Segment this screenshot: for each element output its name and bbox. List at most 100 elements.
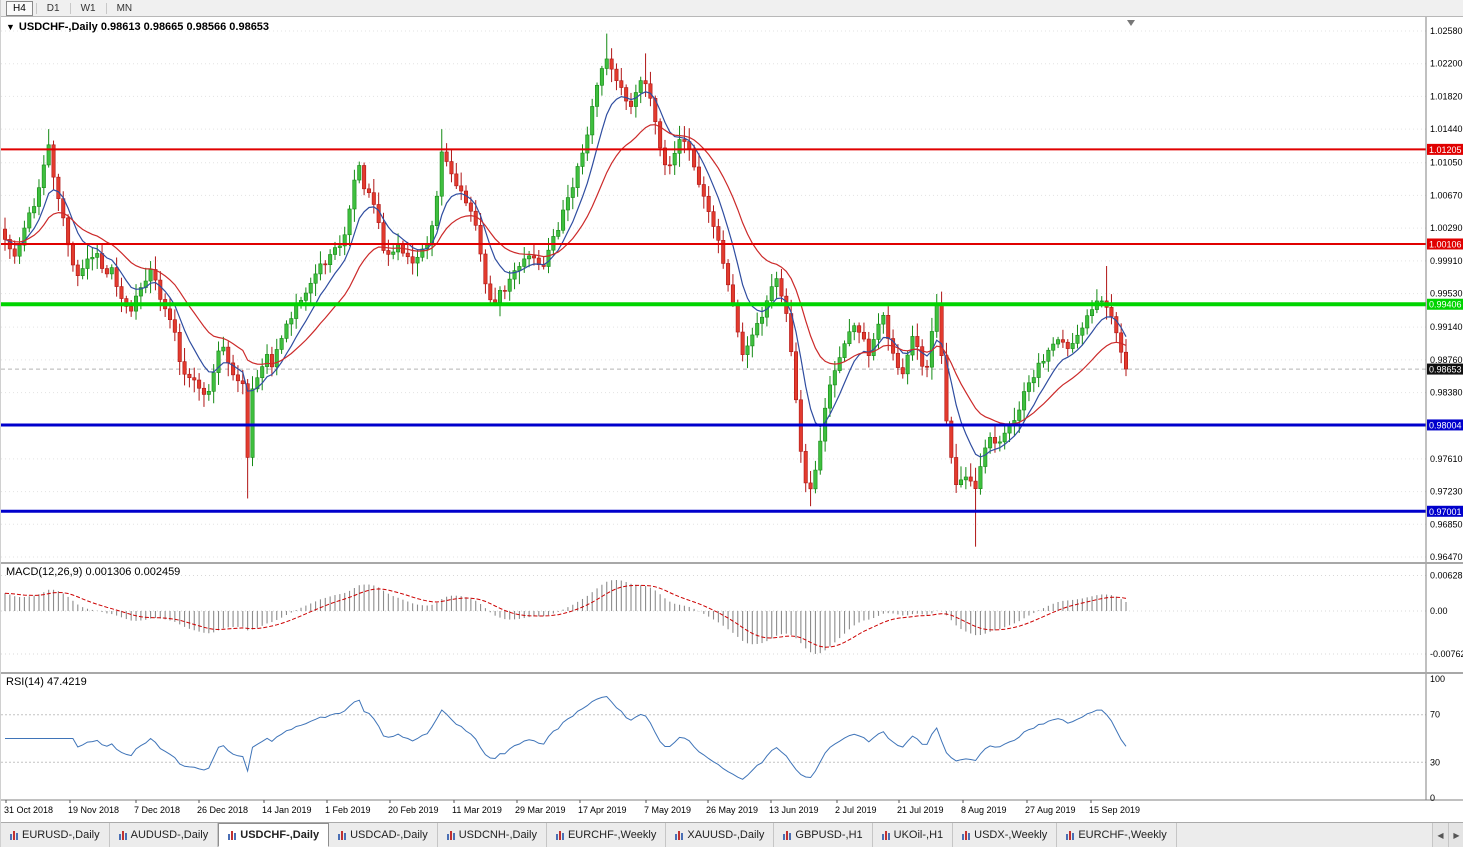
svg-text:0.96470: 0.96470 — [1430, 552, 1463, 562]
chart-tab-usdchf-daily[interactable]: USDCHF-,Daily — [218, 823, 330, 847]
chart-icon — [783, 830, 792, 840]
svg-text:1.02580: 1.02580 — [1430, 26, 1463, 36]
timeframe-button-h4[interactable]: H4 — [6, 0, 33, 16]
chart-icon — [881, 830, 890, 840]
svg-text:1.00670: 1.00670 — [1430, 190, 1463, 200]
svg-text:27 Aug 2019: 27 Aug 2019 — [1025, 805, 1076, 815]
chart-icon — [555, 830, 564, 840]
svg-text:0.006286: 0.006286 — [1430, 570, 1463, 580]
svg-text:1.01440: 1.01440 — [1430, 124, 1463, 134]
svg-text:0.00: 0.00 — [1430, 606, 1448, 616]
chart-tab-audusd-daily[interactable]: AUDUSD-,Daily — [109, 823, 219, 847]
toolbar-separator — [105, 2, 107, 14]
rsi-value: 47.4219 — [46, 676, 87, 688]
chart-tab-ukoil-h1[interactable]: UKOil-,H1 — [872, 823, 954, 847]
svg-text:29 Mar 2019: 29 Mar 2019 — [515, 805, 566, 815]
panel-divider-rsi[interactable] — [1, 672, 1463, 674]
timeframe-button-d1[interactable]: D1 — [46, 2, 60, 14]
rsi-indicator-label: RSI(14) 47.4219 — [6, 676, 87, 688]
svg-text:17 Apr 2019: 17 Apr 2019 — [578, 805, 627, 815]
svg-text:26 May 2019: 26 May 2019 — [706, 805, 758, 815]
chart-tab-eurusd-daily[interactable]: EURUSD-,Daily — [1, 823, 110, 847]
chart-tab-usdcad-daily[interactable]: USDCAD-,Daily — [329, 823, 438, 847]
chart-tab-label: XAUUSD-,Daily — [687, 829, 765, 841]
svg-text:7 Dec 2018: 7 Dec 2018 — [134, 805, 180, 815]
chart-tab-bar: EURUSD-,Daily AUDUSD-,Daily USDCHF-,Daily U… — [1, 822, 1463, 847]
svg-text:0: 0 — [1430, 793, 1435, 803]
chart-icon — [118, 830, 127, 840]
timeframe-button-mn[interactable]: MN — [116, 2, 133, 14]
svg-text:1.01205: 1.01205 — [1429, 145, 1462, 155]
chart-tab-usdx-weekly[interactable]: USDX-,Weekly — [953, 823, 1058, 847]
svg-text:0.99140: 0.99140 — [1430, 322, 1463, 332]
svg-text:31 Oct 2018: 31 Oct 2018 — [4, 805, 53, 815]
svg-text:1.00290: 1.00290 — [1430, 223, 1463, 233]
svg-text:14 Jan 2019: 14 Jan 2019 — [262, 805, 312, 815]
timeframe-button-w1[interactable]: W1 — [80, 2, 96, 14]
chart-icon — [1066, 830, 1075, 840]
svg-text:19 Nov 2018: 19 Nov 2018 — [68, 805, 119, 815]
chart-tab-label: AUDUSD-,Daily — [130, 829, 209, 841]
svg-text:20 Feb 2019: 20 Feb 2019 — [388, 805, 439, 815]
svg-text:0.96850: 0.96850 — [1430, 519, 1463, 529]
chart-tab-eurchf-weekly[interactable]: EURCHF-,Weekly — [546, 823, 667, 847]
svg-text:0.99530: 0.99530 — [1430, 289, 1463, 299]
svg-text:-0.00762: -0.00762 — [1430, 649, 1463, 659]
chart-tab-gbpusd-h1[interactable]: GBPUSD-,H1 — [774, 823, 873, 847]
toolbar-separator — [35, 2, 37, 14]
svg-text:0.99406: 0.99406 — [1429, 300, 1462, 310]
chart-title: USDCHF-,Daily — [18, 21, 98, 33]
tab-scroll-right-button[interactable]: ▶ — [1448, 823, 1463, 847]
svg-text:11 Mar 2019: 11 Mar 2019 — [452, 805, 502, 815]
svg-text:0.97001: 0.97001 — [1429, 507, 1462, 517]
chart-tab-label: EURCHF-,Weekly — [1078, 829, 1167, 841]
svg-text:8 Aug 2019: 8 Aug 2019 — [961, 805, 1007, 815]
chart-tab-usdcnh-daily[interactable]: USDCNH-,Daily — [437, 823, 547, 847]
tab-scroll-left-button[interactable]: ◀ — [1432, 823, 1448, 847]
chart-tab-label: EURUSD-,Daily — [22, 829, 100, 841]
svg-text:26 Dec 2018: 26 Dec 2018 — [197, 805, 248, 815]
svg-text:0.98653: 0.98653 — [1429, 365, 1462, 375]
svg-text:1.02200: 1.02200 — [1430, 59, 1463, 69]
panel-divider-macd[interactable] — [1, 562, 1463, 564]
rsi-name: RSI(14) — [6, 676, 44, 688]
svg-text:0.97610: 0.97610 — [1430, 454, 1463, 464]
toolbar-separator — [69, 2, 71, 14]
macd-name: MACD(12,26,9) — [6, 566, 83, 578]
chart-tab-label: USDCHF-,Daily — [240, 829, 320, 841]
svg-text:21 Jul 2019: 21 Jul 2019 — [897, 805, 944, 815]
chart-tab-label: USDX-,Weekly — [974, 829, 1048, 841]
svg-text:13 Jun 2019: 13 Jun 2019 — [769, 805, 819, 815]
chart-header: ▼ USDCHF-,Daily 0.98613 0.98665 0.98566 0… — [6, 21, 269, 33]
svg-text:0.97230: 0.97230 — [1430, 487, 1463, 497]
chart-tab-label: USDCAD-,Daily — [350, 829, 428, 841]
svg-text:30: 30 — [1430, 757, 1440, 767]
macd-values: 0.001306 0.002459 — [85, 566, 181, 578]
svg-text:7 May 2019: 7 May 2019 — [644, 805, 691, 815]
chart-tab-eurchf-weekly[interactable]: EURCHF-,Weekly — [1057, 823, 1177, 847]
svg-text:1 Feb 2019: 1 Feb 2019 — [325, 805, 371, 815]
chart-icon — [338, 830, 347, 840]
chart-tab-label: EURCHF-,Weekly — [567, 829, 657, 841]
macd-indicator-label: MACD(12,26,9) 0.001306 0.002459 — [6, 566, 180, 578]
svg-text:0.98004: 0.98004 — [1429, 420, 1462, 430]
collapse-icon[interactable]: ▼ — [6, 22, 15, 32]
timeframe-toolbar: H4 D1 W1 MN — [1, 0, 1463, 17]
chart-icon — [228, 830, 237, 840]
chart-icon — [10, 830, 18, 840]
svg-text:100: 100 — [1430, 674, 1445, 684]
chart-ohlc: 0.98613 0.98665 0.98566 0.98653 — [100, 21, 270, 33]
chart-tab-xauusd-daily[interactable]: XAUUSD-,Daily — [666, 823, 775, 847]
tab-bar-spacer — [1177, 823, 1432, 847]
chart-tab-label: GBPUSD-,H1 — [795, 829, 863, 841]
chart-canvas[interactable]: 1.02580 1.02200 1.01820 1.01440 1.01050 1.006… — [1, 17, 1463, 822]
chart-icon — [446, 830, 455, 840]
chart-icon — [675, 830, 684, 840]
chart-icon — [962, 830, 971, 840]
chart-area: 1.02580 1.02200 1.01820 1.01440 1.01050 1.006… — [1, 17, 1463, 822]
svg-text:0.98760: 0.98760 — [1430, 355, 1463, 365]
svg-text:2 Jul 2019: 2 Jul 2019 — [835, 805, 877, 815]
svg-text:70: 70 — [1430, 710, 1440, 720]
svg-text:0.98380: 0.98380 — [1430, 388, 1463, 398]
